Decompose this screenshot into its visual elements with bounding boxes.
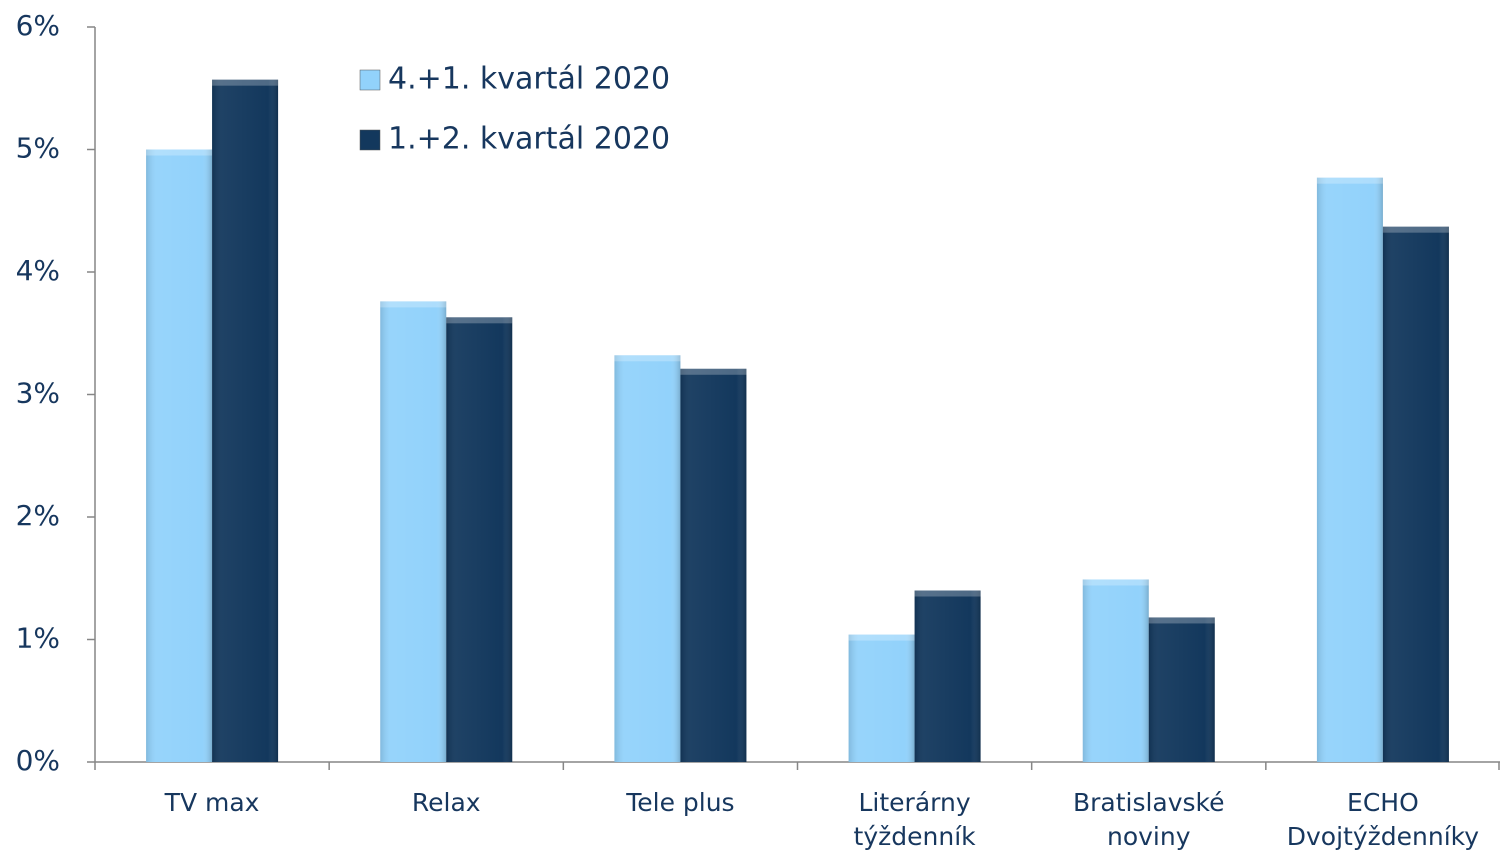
bar-cap: [1148, 617, 1215, 624]
y-tick-label: 5%: [16, 132, 60, 165]
x-tick-label: TV max: [164, 788, 260, 817]
bar-shade: [1148, 617, 1215, 762]
bar-cap: [1382, 226, 1449, 233]
bar-shade: [680, 368, 747, 762]
y-tick-label: 4%: [16, 254, 60, 287]
y-tick-label: 3%: [16, 377, 60, 410]
x-tick-label: Bratislavské noviny: [1072, 788, 1225, 851]
bar-cap: [614, 355, 681, 362]
x-tick-label: Literárny týždenník: [853, 788, 976, 851]
bar-shade: [212, 79, 279, 763]
bar-cap: [212, 79, 279, 86]
bar-shade: [446, 317, 513, 762]
x-tick-label: Relax: [411, 788, 481, 817]
bar-shade: [848, 634, 915, 762]
bar-shade: [146, 149, 213, 762]
y-tick-label: 1%: [16, 622, 60, 655]
legend-swatch: [359, 129, 381, 151]
bar-cap: [146, 149, 213, 156]
legend-label: 4.+1. kvartál 2020: [388, 62, 670, 97]
bar-cap: [1082, 579, 1149, 586]
bar-cap: [680, 368, 747, 375]
bar-shade: [1082, 579, 1149, 762]
bar-cap: [380, 301, 447, 308]
legend-swatch: [359, 69, 381, 91]
y-tick-label: 0%: [16, 744, 60, 777]
x-tick-label: Tele plus: [626, 788, 735, 817]
legend-label: 1.+2. kvartál 2020: [388, 122, 670, 157]
bar-shade: [614, 355, 681, 762]
bar-shade: [380, 301, 447, 762]
bar-shade: [914, 590, 981, 762]
bar-cap: [914, 590, 981, 597]
bar-shade: [1316, 177, 1383, 763]
bar-shade: [1382, 226, 1449, 763]
y-tick-label: 6%: [16, 9, 60, 42]
bar-cap: [848, 634, 915, 641]
bar-cap: [1316, 177, 1383, 184]
x-tick-label: ECHO Dvojtýždenníky: [1286, 788, 1480, 851]
bar-cap: [446, 317, 513, 324]
y-tick-label: 2%: [16, 499, 60, 532]
